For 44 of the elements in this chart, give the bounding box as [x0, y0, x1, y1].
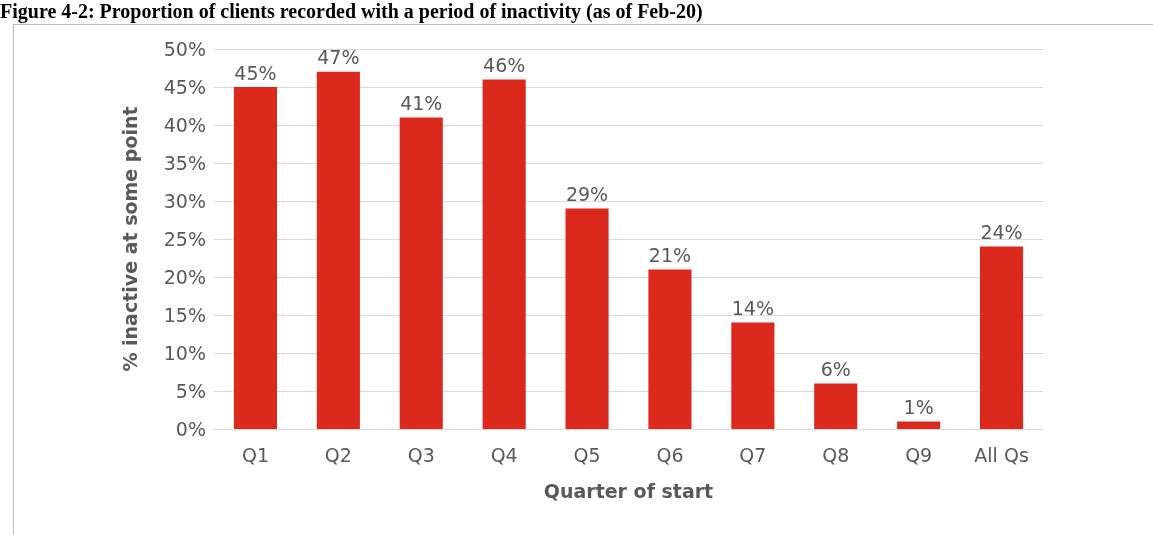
data-label: 6%	[820, 357, 851, 380]
x-tick-label: Q6	[656, 443, 684, 466]
x-tick-label: All Qs	[974, 443, 1029, 466]
bar	[233, 87, 277, 429]
x-tick-label: Q2	[324, 443, 352, 466]
x-tick-label: Q8	[822, 443, 850, 466]
x-tick-label: Q7	[739, 443, 767, 466]
chart-title: Figure 4-2: Proportion of clients recorded with a period of inactivity (as of Feb-20)	[0, 0, 704, 23]
y-tick-label: 40%	[163, 114, 206, 136]
x-axis-title: Quarter of start	[543, 479, 714, 502]
y-tick-label: 20%	[163, 266, 206, 288]
data-label: 29%	[565, 183, 609, 206]
y-tick-label: 5%	[175, 380, 206, 402]
y-tick-label: 15%	[163, 304, 206, 326]
y-tick-label: 10%	[163, 342, 206, 364]
data-label: 47%	[317, 46, 360, 69]
x-tick-label: Q4	[490, 443, 518, 466]
bar	[814, 383, 858, 429]
data-label: 14%	[731, 297, 774, 320]
x-tick-label: Q1	[241, 443, 269, 466]
data-label: 1%	[903, 395, 934, 418]
bar	[399, 117, 443, 429]
x-tick-label: Q9	[905, 443, 933, 466]
x-tick-label: Q5	[573, 443, 601, 466]
y-tick-label: 25%	[163, 228, 206, 250]
data-label: 45%	[234, 61, 277, 84]
y-tick-label: 35%	[163, 152, 206, 174]
y-axis-title: % inactive at some point	[118, 106, 141, 372]
data-label: 41%	[400, 91, 443, 114]
data-label: 24%	[980, 221, 1023, 244]
bar	[482, 79, 526, 429]
y-tick-label: 0%	[175, 418, 206, 440]
y-tick-label: 30%	[163, 190, 206, 212]
bar	[648, 269, 692, 429]
bar	[897, 421, 941, 429]
data-label: 46%	[483, 53, 526, 76]
y-tick-label: 45%	[163, 76, 206, 98]
bar	[731, 322, 775, 429]
bar	[980, 246, 1024, 429]
y-tick-label: 50%	[163, 38, 206, 60]
bar	[565, 208, 609, 429]
data-label: 21%	[648, 243, 692, 266]
bar	[316, 71, 360, 429]
x-tick-label: Q3	[407, 443, 435, 466]
